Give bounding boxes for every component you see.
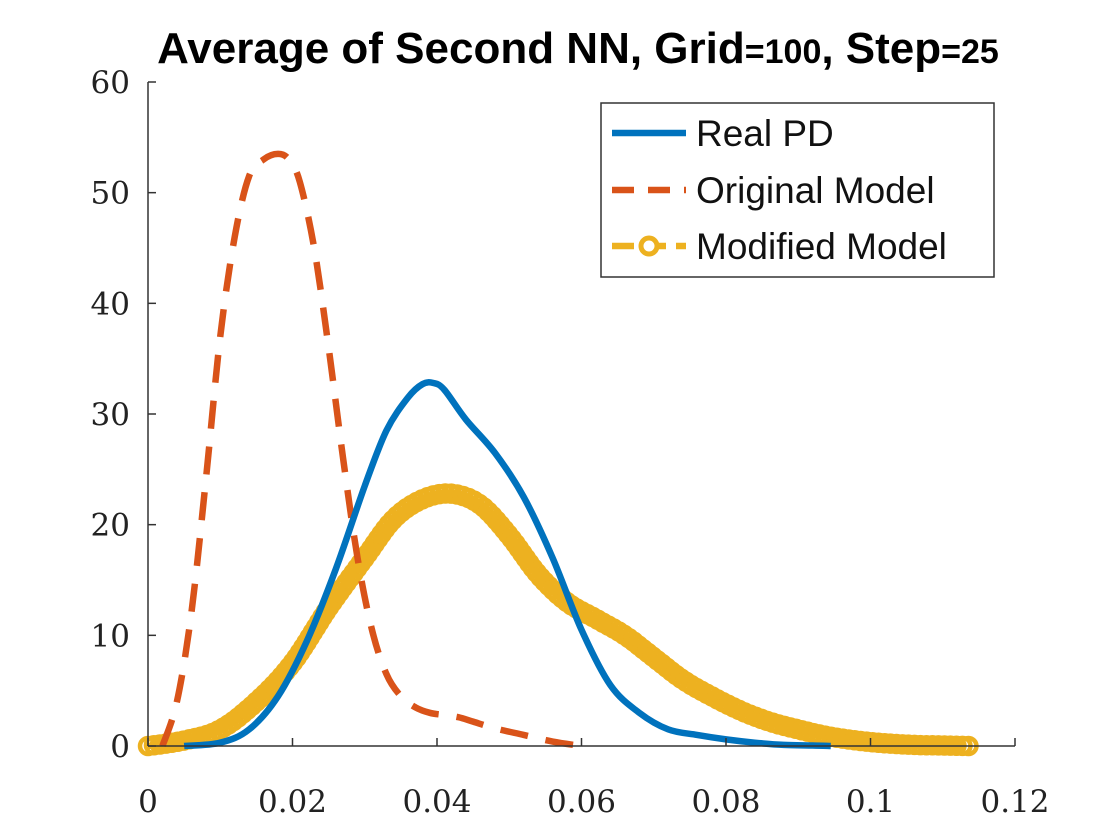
y-tick-label: 50	[91, 176, 130, 212]
series-line	[159, 150, 582, 750]
series-original-model	[159, 150, 582, 750]
x-tick-label: 0	[138, 784, 158, 820]
legend-label: Original Model	[696, 170, 935, 211]
legend-item: Original Model	[612, 170, 935, 211]
chart-title-part: =25	[941, 33, 999, 71]
series-real-pd	[183, 379, 831, 750]
x-tick-label: 0.04	[402, 784, 471, 820]
y-tick-label: 60	[91, 65, 130, 101]
chart-title-part: Average of Second NN, Grid	[157, 24, 745, 73]
y-tick-label: 40	[91, 286, 130, 322]
legend-item: Modified Model	[612, 226, 947, 267]
x-tick-label: 0.1	[846, 784, 895, 820]
legend: Real PD Original Model Modified Model	[600, 102, 995, 278]
axes: 0 0.02 0.04 0.06 0.08 0.1 0.12 0 10 20 30 40 50 60	[91, 65, 1050, 820]
x-tick-label: 0.08	[691, 784, 760, 820]
legend-label: Modified Model	[696, 226, 947, 267]
legend-item: Real PD	[612, 113, 834, 154]
chart-title-part: =100	[745, 33, 822, 71]
y-tick-label: 10	[91, 618, 130, 654]
legend-label: Real PD	[696, 113, 834, 154]
x-tick-label: 0.02	[258, 784, 327, 820]
x-tick-label: 0.06	[547, 784, 616, 820]
x-tick-label: 0.12	[980, 784, 1049, 820]
y-tick-label: 20	[91, 508, 130, 544]
chart-title-part: , Step	[821, 24, 941, 73]
y-tick-label: 0	[110, 729, 130, 765]
series-line	[183, 379, 831, 750]
legend-marker	[638, 235, 660, 257]
y-tick-label: 30	[91, 397, 130, 433]
chart-title: Average of Second NN, Grid=100, Step=25	[157, 24, 999, 73]
